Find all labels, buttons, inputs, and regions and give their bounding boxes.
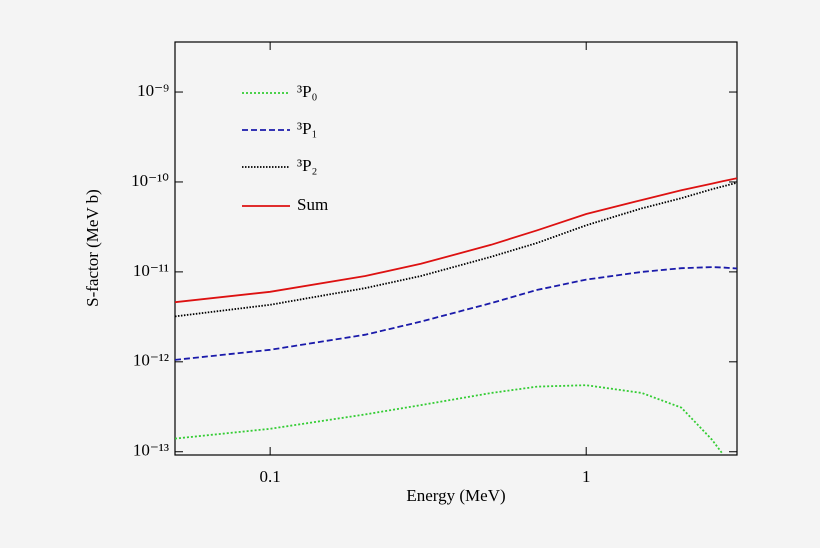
legend-label: ³P₁ (297, 119, 317, 138)
y-tick-label: 10⁻⁹ (137, 81, 169, 100)
series-line (175, 266, 737, 361)
plot-area (175, 177, 737, 455)
legend-label: Sum (297, 195, 328, 214)
x-axis-label: Energy (MeV) (406, 486, 505, 505)
plot-frame (174, 41, 738, 456)
y-tick-label: 10⁻¹² (133, 351, 169, 370)
series-line (175, 181, 737, 318)
y-tick-label: 10⁻¹³ (133, 441, 169, 460)
series-line (175, 384, 724, 455)
x-tick-label: 1 (582, 467, 591, 486)
legend-label: ³P₂ (297, 156, 317, 175)
y-tick-label: 10⁻¹¹ (133, 261, 169, 280)
y-axis-label: S-factor (MeV b) (83, 189, 102, 307)
y-tick-label: 10⁻¹⁰ (131, 171, 169, 190)
legend-label: ³P₀ (297, 82, 318, 101)
x-tick-label: 0.1 (260, 467, 281, 486)
series-line (175, 177, 737, 304)
